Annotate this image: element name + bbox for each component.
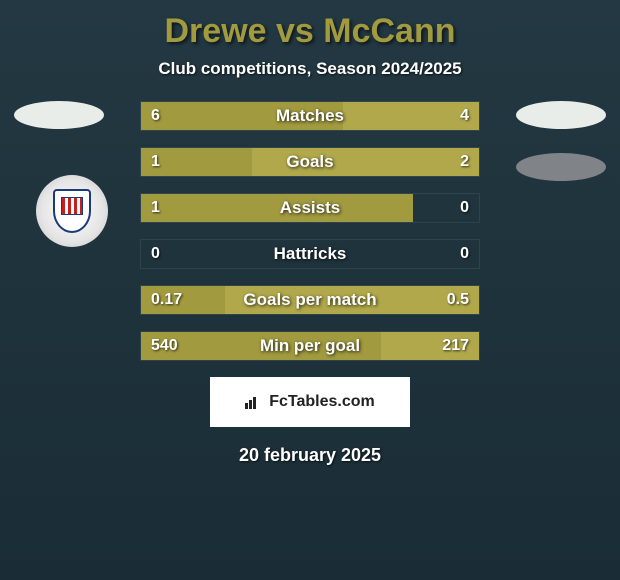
chart-icon [245, 395, 263, 409]
brand-footer: FcTables.com [210, 377, 410, 427]
stat-label: Goals per match [141, 286, 479, 314]
player-left-ellipse [14, 101, 104, 129]
stat-row: 12Goals [140, 147, 480, 177]
player-right-ellipse-2 [516, 153, 606, 181]
date-label: 20 february 2025 [140, 445, 480, 466]
stat-bars: 64Matches 12Goals 10Assists 00Hattricks 0.17… [140, 101, 480, 377]
stat-label: Min per goal [141, 332, 479, 360]
stat-label: Goals [141, 148, 479, 176]
stat-row: 540217Min per goal [140, 331, 480, 361]
club-left-badge [36, 175, 108, 247]
subtitle: Club competitions, Season 2024/2025 [0, 59, 620, 79]
player-right-ellipse [516, 101, 606, 129]
stat-label: Assists [141, 194, 479, 222]
stat-row: 64Matches [140, 101, 480, 131]
stat-row: 0.170.5Goals per match [140, 285, 480, 315]
brand-label: FcTables.com [269, 393, 375, 411]
page-title: Drewe vs McCann [0, 0, 620, 51]
stat-label: Hattricks [141, 240, 479, 268]
stat-row: 10Assists [140, 193, 480, 223]
stat-row: 00Hattricks [140, 239, 480, 269]
shield-icon [53, 189, 91, 233]
stat-label: Matches [141, 102, 479, 130]
